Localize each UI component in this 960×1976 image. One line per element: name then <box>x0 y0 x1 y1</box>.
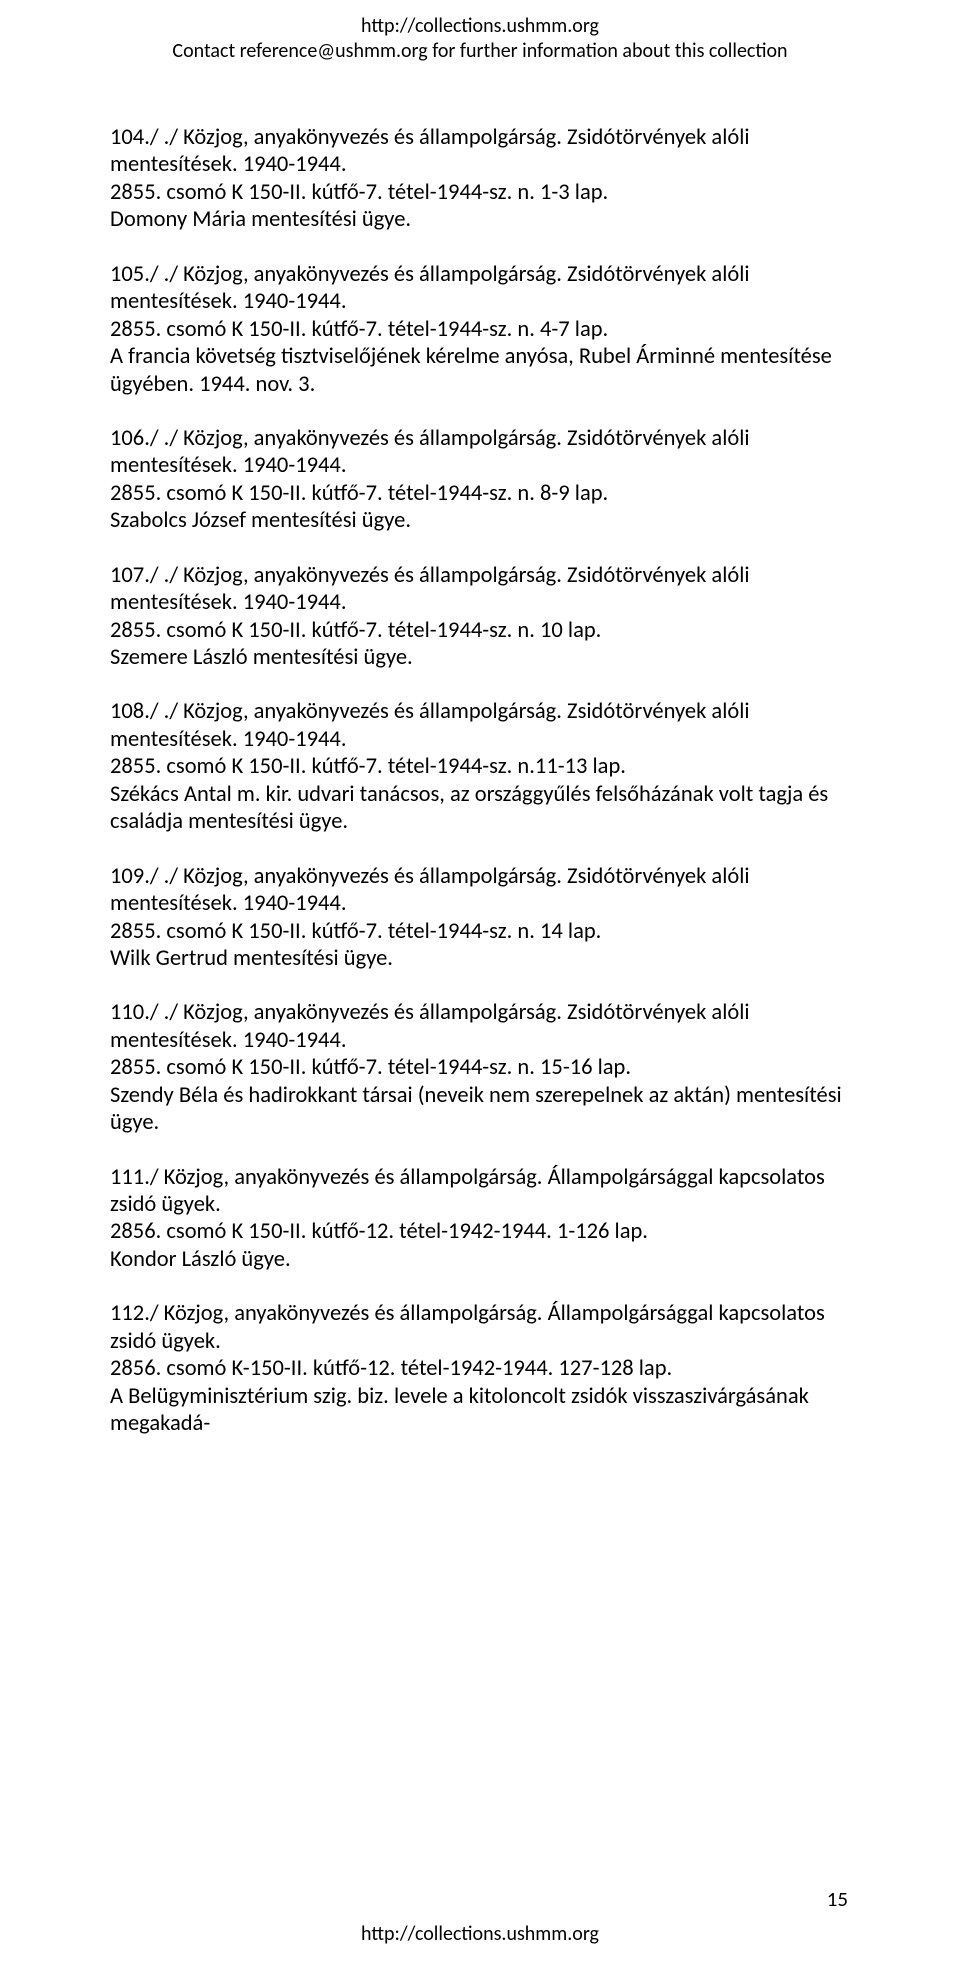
entry-line: Wilk Gertrud mentesítési ügye. <box>110 945 850 972</box>
footer-url: http://collections.ushmm.org <box>0 1922 960 1946</box>
entry: 109./ ./ Közjog, anyakönyvezés és államp… <box>110 863 850 973</box>
entry: 110./ ./ Közjog, anyakönyvezés és államp… <box>110 999 850 1136</box>
entry-line: 111./ Közjog, anyakönyvezés és állampolg… <box>110 1164 850 1219</box>
entry-line: Székács Antal m. kir. udvari tanácsos, a… <box>110 781 850 836</box>
entry: 112./ Közjog, anyakönyvezés és állampolg… <box>110 1300 850 1437</box>
entry-line: Szemere László mentesítési ügye. <box>110 644 850 671</box>
entry-line: 2855. csomó K 150-II. kútfő-7. tétel-194… <box>110 753 850 780</box>
entry-line: 2856. csomó K 150-II. kútfő-12. tétel-19… <box>110 1218 850 1245</box>
entry-line: 108./ ./ Közjog, anyakönyvezés és államp… <box>110 698 850 753</box>
entry-line: Szendy Béla és hadirokkant társai (nevei… <box>110 1082 850 1137</box>
entry-line: 109./ ./ Közjog, anyakönyvezés és államp… <box>110 863 850 918</box>
entry-line: A francia követség tisztviselőjének kére… <box>110 343 850 398</box>
entry-line: 106./ ./ Közjog, anyakönyvezés és államp… <box>110 425 850 480</box>
entry-line: Domony Mária mentesítési ügye. <box>110 206 850 233</box>
entry-line: 2855. csomó K 150-II. kútfő-7. tétel-194… <box>110 480 850 507</box>
entry: 104./ ./ Közjog, anyakönyvezés és államp… <box>110 124 850 234</box>
header-contact: Contact reference@ushmm.org for further … <box>0 39 960 64</box>
entry-line: 104./ ./ Közjog, anyakönyvezés és államp… <box>110 124 850 179</box>
entry: 106./ ./ Közjog, anyakönyvezés és államp… <box>110 425 850 535</box>
entry-line: 2856. csomó K-150-II. kútfő-12. tétel-19… <box>110 1355 850 1382</box>
page-header: http://collections.ushmm.org Contact ref… <box>0 0 960 64</box>
entry-line: 2855. csomó K 150-II. kútfő-7. tétel-194… <box>110 1054 850 1081</box>
entry: 107./ ./ Közjog, anyakönyvezés és államp… <box>110 562 850 672</box>
entry-line: 107./ ./ Közjog, anyakönyvezés és államp… <box>110 562 850 617</box>
entry-line: 112./ Közjog, anyakönyvezés és állampolg… <box>110 1300 850 1355</box>
entry-line: A Belügyminisztérium szig. biz. levele a… <box>110 1383 850 1438</box>
entry-line: 110./ ./ Közjog, anyakönyvezés és államp… <box>110 999 850 1054</box>
header-url: http://collections.ushmm.org <box>0 14 960 39</box>
entry-line: Szabolcs József mentesítési ügye. <box>110 507 850 534</box>
entry: 105./ ./ Közjog, anyakönyvezés és államp… <box>110 261 850 398</box>
entry-line: 2855. csomó K 150-II. kútfő-7. tétel-194… <box>110 179 850 206</box>
entry-line: 105./ ./ Közjog, anyakönyvezés és államp… <box>110 261 850 316</box>
entry-line: 2855. csomó K 150-II. kútfő-7. tétel-194… <box>110 617 850 644</box>
entry: 108./ ./ Közjog, anyakönyvezés és államp… <box>110 698 850 835</box>
entry-line: Kondor László ügye. <box>110 1246 850 1273</box>
page-number: 15 <box>827 1886 848 1912</box>
entry-line: 2855. csomó K 150-II. kútfő-7. tétel-194… <box>110 316 850 343</box>
entry-line: 2855. csomó K 150-II. kútfő-7. tétel-194… <box>110 918 850 945</box>
entry: 111./ Közjog, anyakönyvezés és állampolg… <box>110 1164 850 1274</box>
document-content: 104./ ./ Közjog, anyakönyvezés és államp… <box>0 64 960 1438</box>
